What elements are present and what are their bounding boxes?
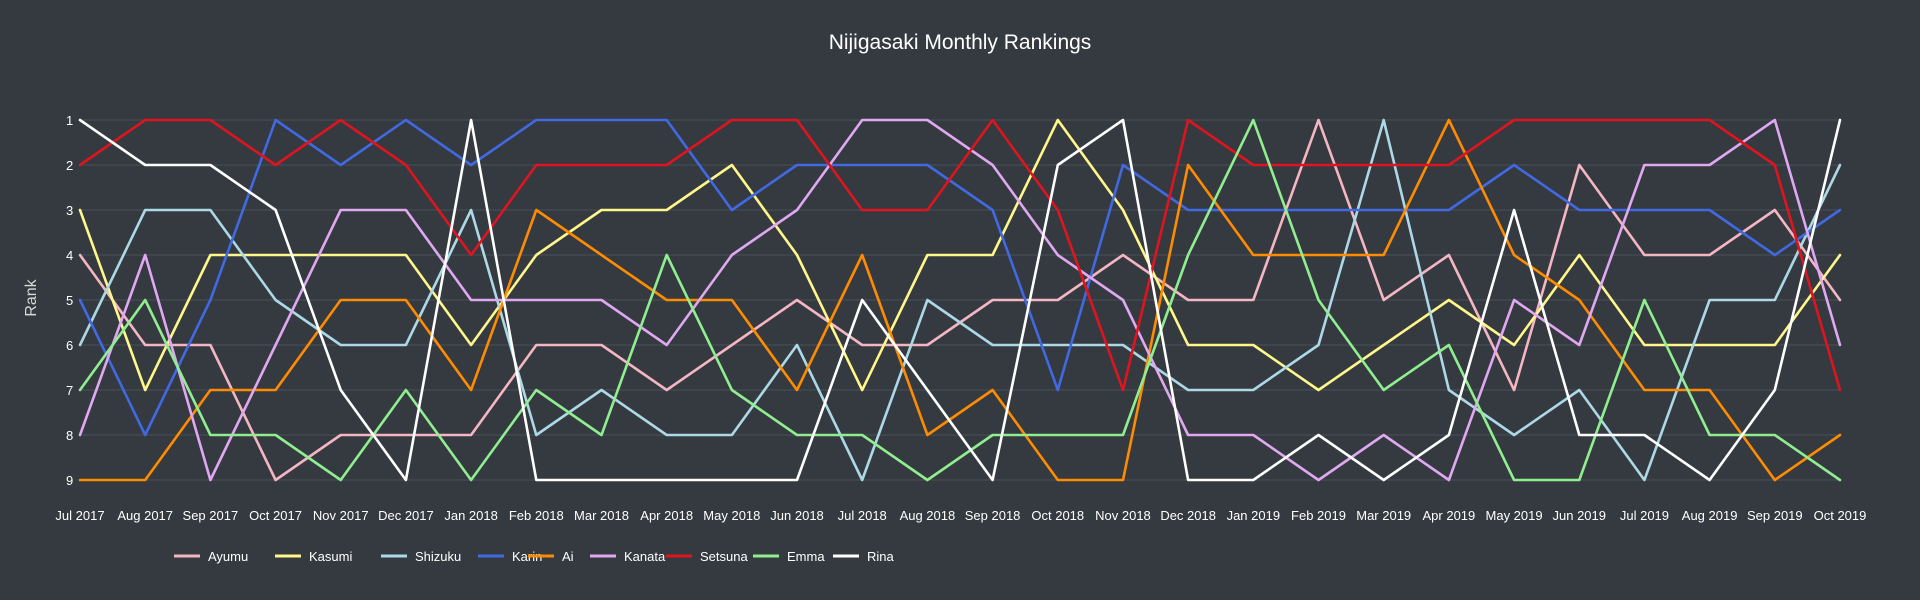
legend-item-emma[interactable]: Emma	[753, 549, 825, 564]
legend-item-ayumu[interactable]: Ayumu	[174, 549, 248, 564]
x-tick-label: Oct 2019	[1814, 508, 1867, 523]
y-tick-label: 1	[66, 113, 73, 128]
y-tick-label: 2	[66, 158, 73, 173]
y-tick-label: 9	[66, 473, 73, 488]
x-tick-label: Nov 2017	[313, 508, 369, 523]
legend-item-karin[interactable]: Karin	[478, 549, 542, 564]
x-tick-label: May 2018	[703, 508, 760, 523]
legend-item-rina[interactable]: Rina	[833, 549, 895, 564]
x-tick-label: Jan 2018	[444, 508, 498, 523]
legend-label: Kasumi	[309, 549, 352, 564]
x-tick-label: Jul 2017	[55, 508, 104, 523]
legend-label: Shizuku	[415, 549, 461, 564]
legend[interactable]: Ayumu Kasumi Shizuku Karin Ai Kanata Setsuna Em…	[174, 549, 895, 564]
x-tick-label: May 2019	[1486, 508, 1543, 523]
series-lines	[78, 118, 1842, 482]
x-tick-label: Jun 2019	[1553, 508, 1607, 523]
x-tick-label: Mar 2019	[1356, 508, 1411, 523]
x-tick-label: Aug 2018	[900, 508, 956, 523]
x-tick-label: Aug 2017	[117, 508, 173, 523]
y-tick-label: 7	[66, 383, 73, 398]
legend-item-ai[interactable]: Ai	[528, 549, 574, 564]
series-line-kasumi	[78, 118, 1842, 392]
x-tick-label: Jun 2018	[770, 508, 824, 523]
x-tick-label: Oct 2017	[249, 508, 302, 523]
x-tick-label: Oct 2018	[1031, 508, 1084, 523]
legend-item-kanata[interactable]: Kanata	[590, 549, 666, 564]
x-tick-label: Apr 2018	[640, 508, 693, 523]
series-line-setsuna	[78, 118, 1842, 392]
series-line-shizuku	[78, 118, 1842, 482]
x-tick-label: Dec 2018	[1160, 508, 1216, 523]
x-tick-label: Jul 2019	[1620, 508, 1669, 523]
legend-label: Ai	[562, 549, 574, 564]
y-tick-label: 8	[66, 428, 73, 443]
series-line-rina	[78, 118, 1842, 482]
x-tick-label: Sep 2019	[1747, 508, 1803, 523]
legend-item-shizuku[interactable]: Shizuku	[381, 549, 461, 564]
chart-title: Nijigasaki Monthly Rankings	[829, 31, 1092, 54]
x-tick-label: Nov 2018	[1095, 508, 1151, 523]
legend-label: Kanata	[624, 549, 666, 564]
y-axis-label: Rank	[23, 278, 40, 316]
legend-label: Setsuna	[700, 549, 748, 564]
y-tick-label: 5	[66, 293, 73, 308]
y-tick-label: 4	[66, 248, 73, 263]
x-tick-label: Jul 2018	[838, 508, 887, 523]
series-line-karin	[78, 118, 1842, 437]
x-tick-label: Dec 2017	[378, 508, 434, 523]
x-axis-ticks: Jul 2017 Aug 2017 Sep 2017 Oct 2017 Nov 2017…	[55, 508, 1866, 523]
series-line-ai	[78, 118, 1842, 482]
x-tick-label: Sep 2017	[183, 508, 239, 523]
y-tick-label: 6	[66, 338, 73, 353]
legend-item-setsuna[interactable]: Setsuna	[666, 549, 748, 564]
x-tick-label: Apr 2019	[1423, 508, 1476, 523]
y-tick-label: 3	[66, 203, 73, 218]
legend-label: Ayumu	[208, 549, 248, 564]
x-tick-label: Aug 2019	[1682, 508, 1738, 523]
legend-label: Rina	[867, 549, 895, 564]
legend-label: Karin	[512, 549, 542, 564]
legend-label: Emma	[787, 549, 825, 564]
x-tick-label: Feb 2018	[509, 508, 564, 523]
x-tick-label: Sep 2018	[965, 508, 1021, 523]
x-tick-label: Jan 2019	[1227, 508, 1281, 523]
x-tick-label: Mar 2018	[574, 508, 629, 523]
legend-item-kasumi[interactable]: Kasumi	[275, 549, 352, 564]
x-tick-label: Feb 2019	[1291, 508, 1346, 523]
y-axis-ticks: 1 2 3 4 5 6 7 8 9	[66, 113, 73, 488]
